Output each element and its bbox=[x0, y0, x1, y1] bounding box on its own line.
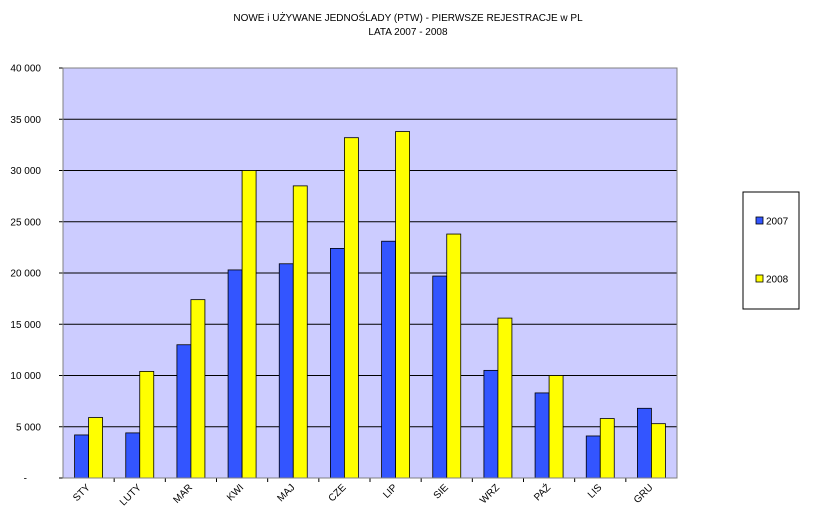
bar-2007-sty bbox=[74, 434, 89, 479]
bar-2008-cze bbox=[344, 137, 359, 479]
y-tick-label: 5 000 bbox=[16, 422, 41, 433]
legend-label-2008: 2008 bbox=[766, 275, 789, 286]
x-tick-label: LIP bbox=[381, 482, 400, 501]
bar-2008-paź bbox=[548, 375, 564, 479]
plot-area: - 5 000 10 000 15 000 20 000 25 000 30 000 35 0… bbox=[10, 64, 678, 508]
bar-2008-lip bbox=[395, 131, 410, 479]
bar-2007-paź bbox=[534, 392, 550, 479]
bar-2008-wrz bbox=[497, 317, 513, 479]
x-tick-label: GRU bbox=[632, 482, 656, 506]
y-tick-label: 40 000 bbox=[10, 64, 41, 75]
x-tick-label: SIE bbox=[432, 482, 451, 501]
bar-2008-luty bbox=[139, 370, 155, 479]
legend-box bbox=[742, 191, 800, 310]
bar-2007-maj bbox=[278, 263, 294, 479]
x-tick-label: CZE bbox=[327, 482, 349, 504]
bar-2008-sty bbox=[88, 417, 103, 479]
chart-title: NOWE i UŻYWANE JEDNOŚLADY (PTW) - PIERWS… bbox=[233, 11, 583, 24]
bar-2007-cze bbox=[330, 247, 345, 479]
y-tick-label: 25 000 bbox=[10, 217, 41, 228]
y-tick-label: - bbox=[24, 474, 27, 485]
bar-2007-lip bbox=[381, 240, 396, 479]
x-tick-label: LIS bbox=[586, 482, 605, 501]
legend-label-2007: 2007 bbox=[766, 217, 789, 228]
x-tick-label: PAŹ bbox=[531, 481, 553, 503]
x-tick-label: KWI bbox=[225, 482, 246, 503]
bar-2007-luty bbox=[125, 432, 141, 479]
x-tick-label: LUTY bbox=[118, 482, 144, 508]
chart-subtitle: LATA 2007 - 2008 bbox=[368, 27, 448, 38]
legend-swatch-2008 bbox=[755, 274, 764, 283]
x-tick-label: WRZ bbox=[478, 482, 502, 506]
legend-swatch-2007 bbox=[755, 216, 764, 225]
bar-2008-lis bbox=[599, 418, 615, 479]
legend: 2007 2008 bbox=[742, 191, 800, 310]
y-tick-label: 35 000 bbox=[10, 115, 41, 126]
y-tick-label: 10 000 bbox=[10, 371, 41, 382]
x-tick-label: MAR bbox=[172, 482, 196, 506]
bar-2008-maj bbox=[292, 185, 308, 479]
bar-2007-mar bbox=[176, 344, 192, 479]
bar-2007-gru bbox=[637, 407, 652, 479]
plot-border bbox=[62, 67, 678, 479]
bar-2008-kwi bbox=[241, 170, 257, 479]
bar-2007-kwi bbox=[227, 269, 243, 479]
bar-2007-lis bbox=[585, 435, 601, 479]
bar-2008-sie bbox=[446, 233, 462, 479]
y-tick-label: 30 000 bbox=[10, 166, 41, 177]
y-tick-label: 15 000 bbox=[10, 320, 41, 331]
y-tick-label: 20 000 bbox=[10, 269, 41, 280]
bar-2007-wrz bbox=[483, 369, 499, 479]
bar-2008-mar bbox=[190, 299, 206, 479]
bar-2007-sie bbox=[432, 275, 448, 479]
bar-2008-gru bbox=[651, 423, 666, 479]
x-tick-label: STY bbox=[71, 482, 93, 504]
x-tick-label: MAJ bbox=[275, 482, 297, 504]
